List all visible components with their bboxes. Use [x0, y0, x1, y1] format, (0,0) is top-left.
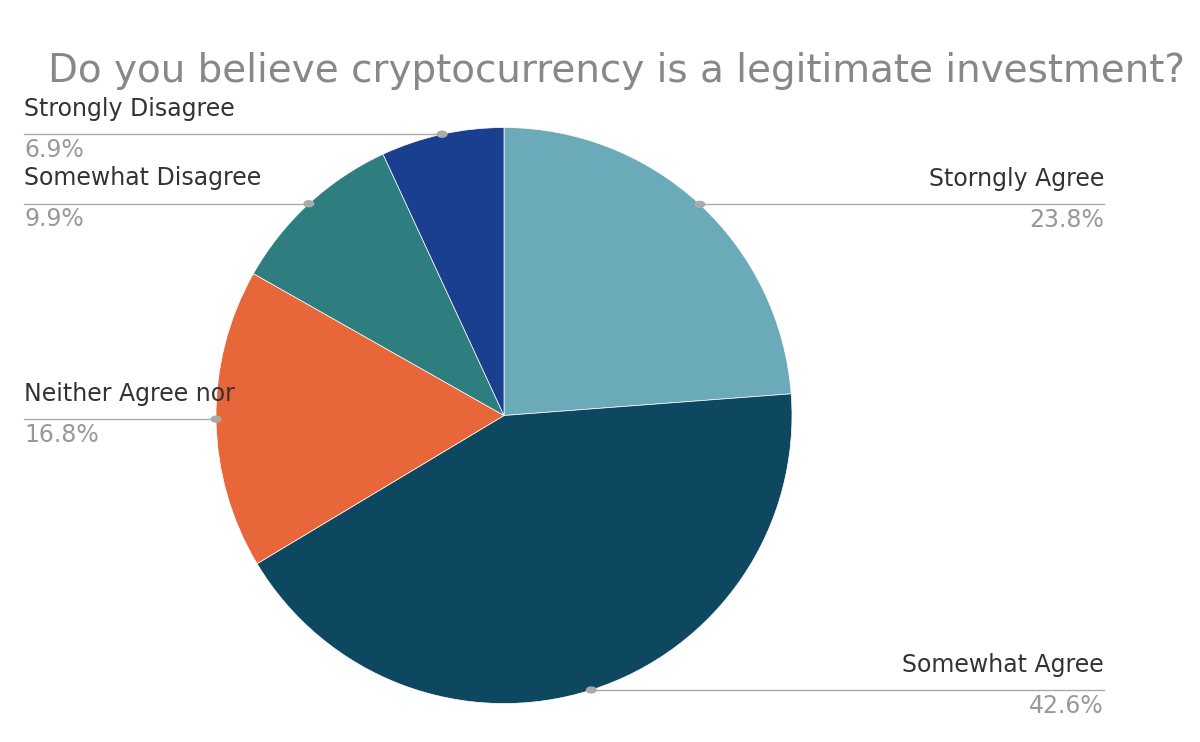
Text: 23.8%: 23.8% — [1030, 208, 1104, 232]
Text: Do you believe cryptocurrency is a legitimate investment?: Do you believe cryptocurrency is a legit… — [48, 52, 1186, 90]
Text: 6.9%: 6.9% — [24, 138, 84, 162]
Wedge shape — [504, 128, 791, 416]
Text: 42.6%: 42.6% — [1030, 694, 1104, 718]
Text: Somewhat Disagree: Somewhat Disagree — [24, 166, 262, 191]
Wedge shape — [383, 128, 504, 416]
Text: 9.9%: 9.9% — [24, 208, 84, 232]
Text: Somewhat Agree: Somewhat Agree — [902, 653, 1104, 677]
Wedge shape — [253, 154, 504, 416]
Wedge shape — [216, 274, 504, 564]
Text: Neither Agree nor: Neither Agree nor — [24, 382, 235, 406]
Text: 16.8%: 16.8% — [24, 423, 98, 447]
Wedge shape — [257, 394, 792, 703]
Text: Strongly Disagree: Strongly Disagree — [24, 97, 235, 121]
Text: Storngly Agree: Storngly Agree — [929, 167, 1104, 191]
